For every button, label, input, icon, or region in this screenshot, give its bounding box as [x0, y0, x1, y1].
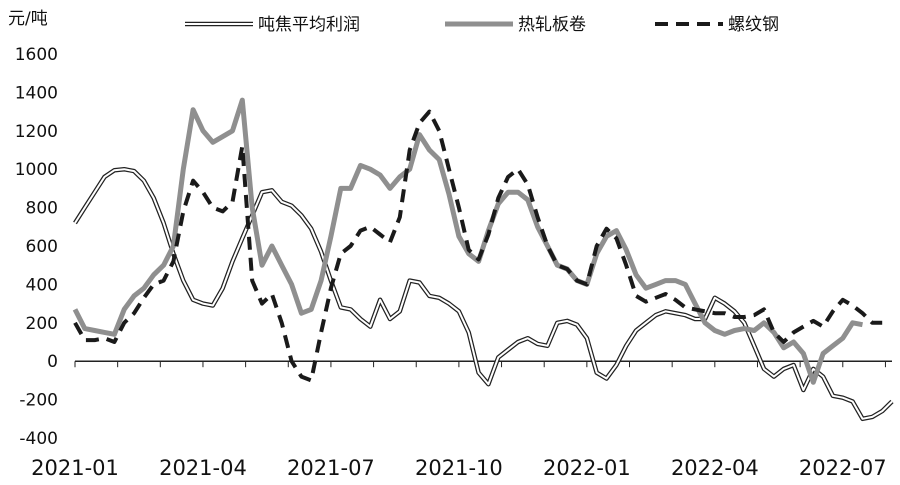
y-tick-label: 1000 [15, 160, 58, 180]
x-tick-label: 2021-04 [159, 456, 247, 480]
y-tick-label: 200 [26, 314, 58, 334]
legend-label: 吨焦平均利润 [258, 15, 360, 35]
y-tick-label: -200 [19, 391, 58, 411]
series-2-line [73, 109, 883, 383]
x-tick-label: 2022-07 [799, 456, 887, 480]
legend-item-2: 螺纹钢 [655, 15, 779, 35]
legend: 吨焦平均利润 热轧板卷 螺纹钢 [185, 15, 779, 35]
x-tick-label: 2022-01 [543, 456, 631, 480]
y-tick-label: 600 [26, 237, 58, 257]
series-lines [72, 97, 894, 422]
x-tick-label: 2021-10 [415, 456, 503, 480]
y-tick-label: 800 [26, 199, 58, 219]
y-tick-label: 1400 [15, 83, 58, 103]
x-axis: 2021-01 2021-04 2021-07 2021-10 2022-01 2022-… [31, 360, 892, 480]
x-tick-label: 2021-07 [287, 456, 375, 480]
legend-item-1: 热轧板卷 [445, 15, 586, 35]
y-tick-label: 1600 [15, 45, 58, 65]
legend-item-0: 吨焦平均利润 [185, 15, 360, 35]
y-tick-label: 400 [26, 275, 58, 295]
series-line-inner [74, 168, 893, 420]
series-line-outline [73, 166, 894, 422]
legend-label: 热轧板卷 [518, 15, 586, 35]
series-line [72, 97, 863, 385]
series-0-line [73, 166, 894, 422]
x-tick-label: 2021-01 [31, 456, 119, 480]
x-tick-label: 2022-04 [671, 456, 759, 480]
y-axis-unit-label: 元/吨 [8, 9, 48, 29]
series-1-line [72, 97, 863, 385]
series-line [73, 109, 883, 383]
y-tick-label: -400 [19, 429, 58, 449]
legend-label: 螺纹钢 [728, 15, 779, 35]
y-tick-label: 1200 [15, 122, 58, 142]
y-axis: 1600 1400 1200 1000 800 600 400 200 0 -200 -400 [15, 45, 58, 449]
y-tick-label: 0 [47, 352, 58, 372]
